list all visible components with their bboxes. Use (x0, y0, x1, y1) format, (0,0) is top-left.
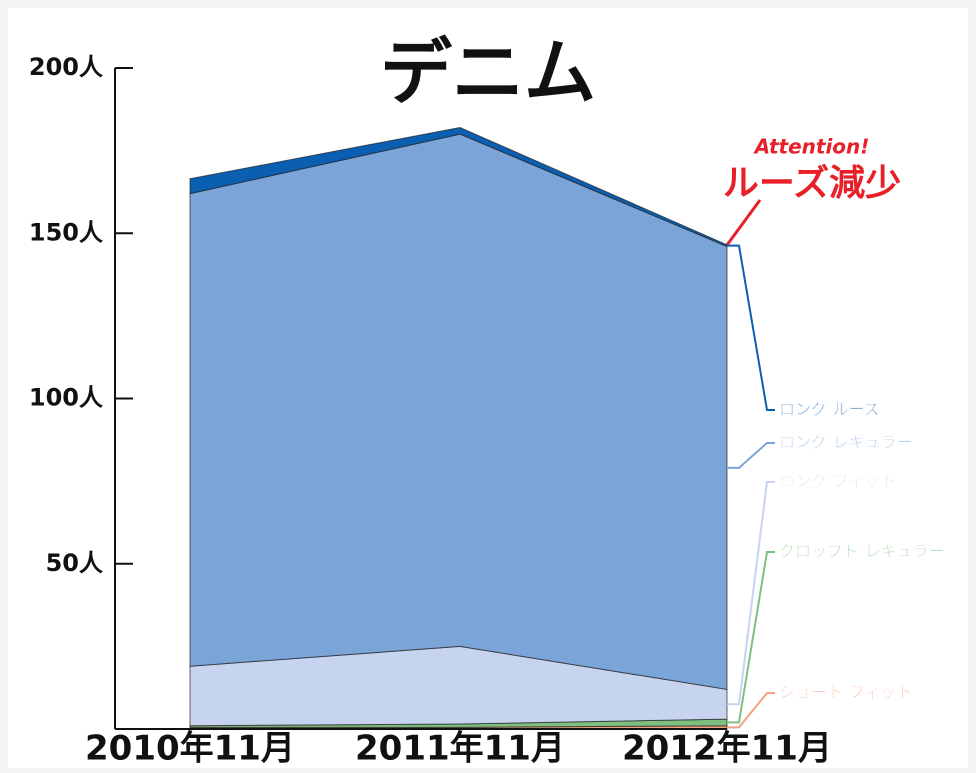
legend-leader (727, 442, 775, 469)
legend-label: ロング ルーズ (779, 400, 880, 419)
annotation-pointer (725, 199, 762, 246)
annotation: ルーズ減少 (723, 162, 901, 204)
legend-label: ロング レギュラー (779, 433, 913, 452)
legend-label: ショート フィット (779, 683, 912, 702)
x-tick-label: 2010年11月 (85, 729, 295, 769)
y-tick-label: 100人 (29, 384, 103, 412)
area (189, 133, 728, 690)
x-tick-label: 2012年11月 (622, 729, 832, 769)
y-tick-label: 150人 (29, 218, 103, 246)
y-tick-label: 200人 (29, 53, 103, 81)
y-tick-label: 50人 (46, 549, 103, 577)
chart-title: デニム (380, 31, 596, 115)
legend-label: クロップド レギュラー (779, 542, 945, 561)
legend-label: ロング フィット (779, 472, 896, 491)
legend-leader (727, 692, 775, 729)
legend-leader (727, 481, 775, 706)
legend-leader (727, 244, 775, 411)
legend-leader (727, 551, 775, 724)
annotation: Attention! (753, 135, 870, 159)
x-tick-label: 2011年11月 (355, 729, 565, 769)
